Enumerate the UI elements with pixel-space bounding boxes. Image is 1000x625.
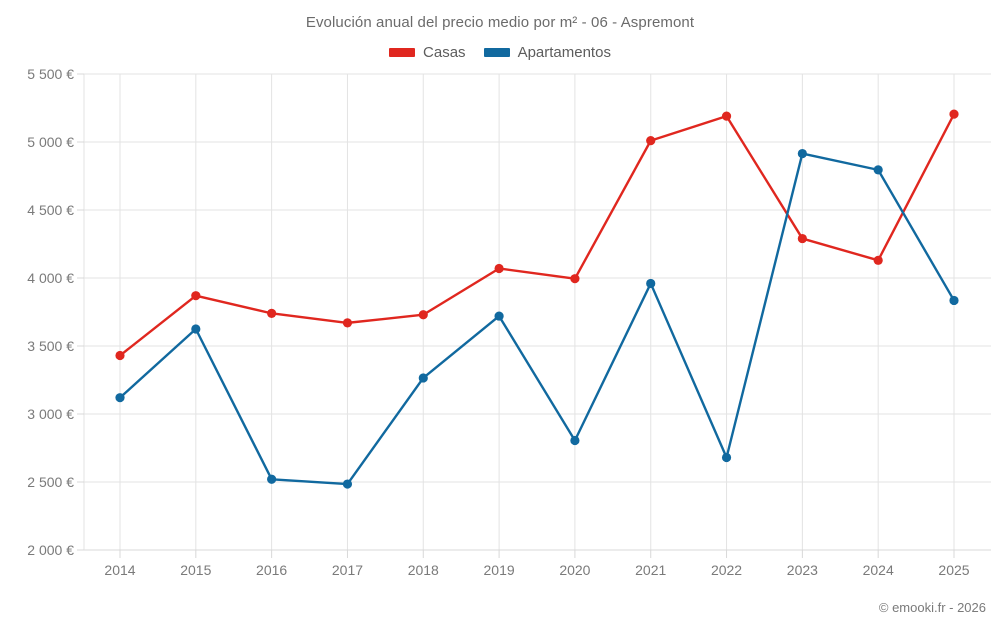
data-point[interactable] — [418, 373, 428, 383]
data-point[interactable] — [267, 474, 277, 484]
y-axis-tick-label: 4 500 € — [27, 202, 74, 218]
data-point[interactable] — [267, 308, 277, 318]
data-point[interactable] — [721, 452, 732, 463]
legend-swatch-casas — [389, 48, 416, 57]
legend-label-casas: Casas — [423, 44, 466, 61]
x-axis-tick-label: 2019 — [483, 562, 515, 578]
x-axis-tick-label: 2025 — [938, 562, 970, 578]
y-axis-tick-label: 3 000 € — [27, 406, 74, 422]
chart-legend: Casas Apartamentos — [0, 44, 1000, 61]
data-point[interactable] — [873, 255, 883, 265]
legend-item-casas[interactable]: Casas — [389, 44, 466, 61]
y-axis-tick-label: 4 000 € — [27, 270, 74, 286]
chart-title: Evolución anual del precio medio por m² … — [305, 14, 695, 31]
y-axis-tick-label: 3 500 € — [27, 338, 74, 354]
data-point[interactable] — [873, 165, 883, 175]
y-axis-tick-label: 2 000 € — [27, 542, 74, 558]
data-point[interactable] — [342, 479, 353, 489]
x-axis-tick-label: 2021 — [635, 562, 667, 578]
x-axis-tick-label: 2022 — [710, 562, 743, 578]
legend-swatch-apartamentos — [483, 48, 510, 57]
data-point[interactable] — [191, 291, 201, 301]
y-axis-tick-label: 5 000 € — [27, 134, 74, 150]
x-axis-tick-label: 2024 — [862, 562, 894, 578]
data-point[interactable] — [570, 274, 580, 284]
data-point[interactable] — [721, 111, 732, 121]
y-axis-tick-label: 2 500 € — [27, 474, 74, 490]
data-point[interactable] — [949, 109, 959, 119]
data-point[interactable] — [797, 233, 807, 244]
data-point[interactable] — [342, 318, 353, 328]
x-axis-tick-label: 2014 — [104, 562, 136, 578]
data-point[interactable] — [494, 263, 504, 274]
data-point[interactable] — [494, 311, 504, 321]
data-point[interactable] — [115, 350, 125, 361]
data-point[interactable] — [646, 136, 656, 146]
series-line-1 — [118, 152, 956, 486]
x-axis-tick-label: 2020 — [559, 562, 591, 578]
legend-label-apartamentos: Apartamentos — [517, 44, 611, 61]
data-point[interactable] — [570, 435, 580, 446]
x-axis-tick-label: 2017 — [331, 562, 364, 578]
legend-item-apartamentos[interactable]: Apartamentos — [483, 44, 611, 61]
x-axis-tick-label: 2016 — [256, 562, 288, 578]
x-axis-tick-label: 2018 — [407, 562, 439, 578]
data-point[interactable] — [418, 310, 428, 320]
data-point[interactable] — [191, 324, 201, 334]
series-line-0 — [118, 112, 956, 357]
y-axis-tick-label: 5 500 € — [27, 66, 74, 82]
credit-text: © emooki.fr - 2026 — [878, 600, 986, 615]
data-point[interactable] — [646, 278, 656, 289]
data-point[interactable] — [949, 295, 959, 306]
data-point[interactable] — [797, 148, 807, 159]
x-axis-tick-label: 2023 — [786, 562, 818, 578]
data-point[interactable] — [115, 393, 125, 403]
x-axis-tick-label: 2015 — [180, 562, 212, 578]
